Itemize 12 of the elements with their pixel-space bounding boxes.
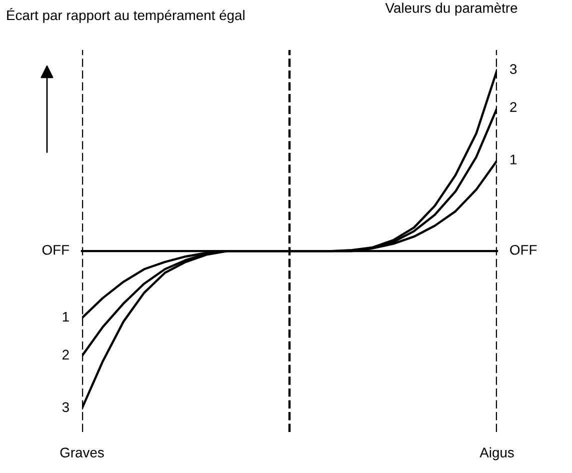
text: 1	[510, 154, 516, 164]
series-label: 3	[510, 64, 517, 74]
text: Graves	[60, 448, 104, 458]
text: OFF	[42, 244, 69, 255]
y-axis-title: Écart par rapport au tempérament égal	[7, 8, 244, 23]
text: Aigus	[480, 447, 514, 460]
text: 3	[62, 402, 69, 412]
series-label: 2	[62, 350, 69, 360]
text: OFF	[510, 244, 537, 255]
text: 2	[510, 102, 516, 112]
text: Valeurs du paramètre	[385, 2, 518, 16]
series-label: 1	[62, 312, 69, 322]
